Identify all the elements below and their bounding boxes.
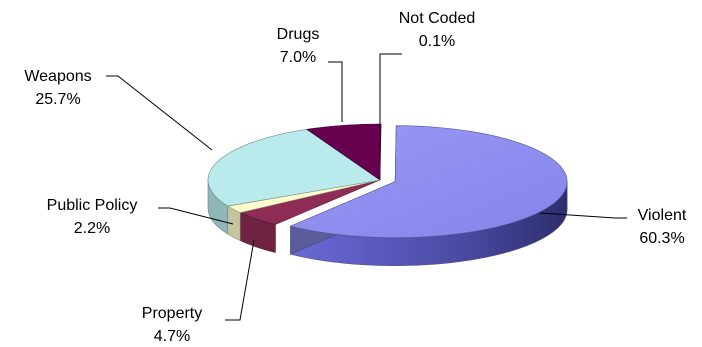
value-drugs: 7.0%	[280, 49, 316, 66]
label-weapons: Weapons	[24, 68, 91, 85]
label-property: Property	[142, 305, 202, 322]
pie-slice-tops	[208, 124, 567, 238]
value-public-policy: 2.2%	[74, 220, 110, 237]
leader-property	[225, 240, 254, 320]
leader-drugs	[328, 62, 342, 122]
value-property: 4.7%	[154, 328, 190, 345]
label-drugs: Drugs	[277, 26, 320, 43]
leader-weapons	[106, 76, 212, 150]
label-public-policy: Public Policy	[47, 197, 138, 214]
leader-not-coded	[380, 54, 402, 124]
label-violent: Violent	[638, 207, 687, 224]
label-not-coded: Not Coded	[399, 10, 476, 27]
value-not-coded: 0.1%	[419, 33, 455, 50]
value-weapons: 25.7%	[35, 91, 80, 108]
value-violent: 60.3%	[639, 230, 684, 247]
